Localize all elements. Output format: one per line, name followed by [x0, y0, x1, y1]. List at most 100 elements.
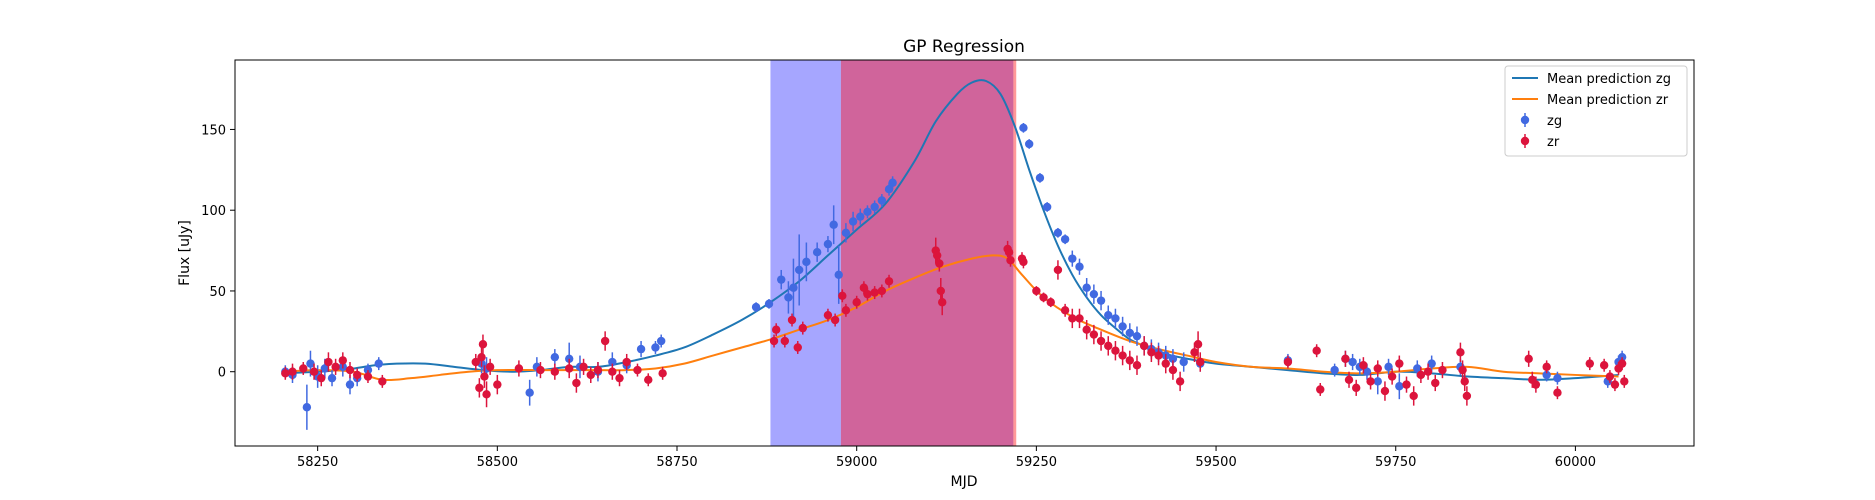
- marker-zr-105: [1460, 377, 1469, 386]
- point-zg-68: [1330, 363, 1339, 377]
- marker-zr-111: [1553, 388, 1562, 397]
- point-zg-49: [1060, 234, 1070, 245]
- marker-zg-36: [841, 228, 851, 238]
- point-zg-57: [1118, 316, 1127, 337]
- point-zg-77: [1427, 355, 1436, 372]
- point-zr-110: [1542, 360, 1551, 374]
- point-zr-88: [1341, 350, 1350, 367]
- point-zg-29: [789, 258, 798, 317]
- marker-zr-101: [1431, 378, 1440, 388]
- marker-zr-100: [1423, 367, 1433, 376]
- marker-zg-58: [1125, 328, 1135, 338]
- point-zr-34: [658, 366, 667, 380]
- marker-zg-6: [327, 373, 337, 383]
- legend-entry-0: Mean prediction zg: [1512, 72, 1671, 87]
- marker-zr-107: [1524, 354, 1533, 363]
- y-tick-label-3: 150: [201, 123, 226, 138]
- marker-zg-2: [302, 403, 312, 412]
- point-zr-113: [1599, 358, 1609, 372]
- point-zr-100: [1423, 363, 1433, 380]
- point-zg-40: [870, 200, 879, 214]
- x-tick-label-1: 58500: [477, 455, 518, 470]
- marker-zr-26: [586, 370, 595, 380]
- point-zr-78: [1154, 345, 1163, 366]
- marker-zr-27: [593, 365, 603, 375]
- marker-zr-92: [1366, 377, 1375, 386]
- point-zg-53: [1089, 284, 1099, 304]
- marker-zg-68: [1330, 365, 1339, 375]
- marker-zg-22: [636, 344, 646, 354]
- point-zr-101: [1431, 374, 1440, 392]
- point-zr-10: [363, 370, 373, 384]
- point-zr-32: [633, 363, 642, 377]
- marker-zr-14: [477, 352, 486, 362]
- point-zr-3: [309, 363, 319, 380]
- marker-zg-45: [1024, 139, 1034, 149]
- marker-zg-43: [888, 178, 897, 187]
- point-zr-2: [299, 362, 308, 375]
- marker-zr-64: [1053, 265, 1063, 275]
- point-zr-95: [1387, 368, 1397, 385]
- point-zr-31: [622, 353, 631, 371]
- y-axis: 0 50 100 150: [201, 123, 235, 381]
- point-zr-33: [644, 373, 653, 387]
- marker-zr-99: [1416, 370, 1426, 380]
- point-zr-19: [493, 374, 502, 395]
- point-zr-23: [565, 358, 574, 379]
- marker-zr-94: [1380, 386, 1390, 396]
- point-zr-4: [317, 370, 326, 387]
- point-zr-44: [841, 303, 851, 317]
- marker-zg-56: [1111, 314, 1120, 323]
- marker-zg-32: [812, 247, 822, 257]
- point-zr-115: [1610, 378, 1620, 392]
- point-zr-83: [1193, 331, 1203, 358]
- point-zg-38: [856, 208, 865, 225]
- point-zr-85: [1283, 355, 1293, 369]
- marker-zr-87: [1316, 385, 1325, 394]
- point-zg-70: [1348, 353, 1357, 371]
- point-zg-26: [764, 299, 774, 309]
- marker-zr-57: [1004, 247, 1014, 257]
- marker-zr-65: [1060, 306, 1070, 315]
- marker-zr-79: [1161, 359, 1170, 368]
- marker-zg-47: [1042, 202, 1052, 212]
- marker-zr-39: [793, 343, 802, 352]
- point-zr-48: [870, 286, 879, 300]
- marker-zr-77: [1147, 348, 1156, 357]
- point-zg-44: [1019, 122, 1028, 133]
- point-zr-105: [1460, 371, 1469, 392]
- marker-zr-93: [1373, 364, 1382, 373]
- marker-zr-50: [884, 277, 894, 286]
- legend-entry-3: zr: [1520, 134, 1560, 150]
- point-zg-14: [525, 379, 534, 406]
- marker-zg-11: [374, 359, 383, 368]
- point-zr-98: [1409, 386, 1418, 406]
- marker-zr-32: [633, 365, 642, 375]
- marker-zg-54: [1096, 296, 1106, 305]
- point-zr-63: [1046, 297, 1055, 308]
- marker-zr-81: [1175, 377, 1185, 386]
- point-zr-118: [1620, 374, 1629, 388]
- point-zg-75: [1395, 373, 1404, 400]
- point-zr-20: [514, 360, 524, 377]
- point-zr-36: [771, 323, 781, 337]
- x-tick-label-6: 59750: [1375, 455, 1416, 470]
- marker-zr-98: [1409, 391, 1418, 401]
- point-zr-17: [482, 381, 491, 408]
- point-zr-11: [378, 374, 387, 388]
- legend-label-3: zr: [1547, 135, 1560, 150]
- point-zr-107: [1524, 350, 1533, 367]
- marker-zr-110: [1542, 362, 1551, 372]
- marker-zr-53: [935, 259, 944, 268]
- marker-zr-5: [324, 357, 333, 367]
- marker-zg-48: [1053, 228, 1063, 238]
- point-zr-84: [1196, 352, 1205, 372]
- marker-zr-23: [565, 364, 574, 373]
- point-zr-87: [1316, 383, 1325, 396]
- marker-zr-68: [1082, 325, 1091, 334]
- point-zg-37: [848, 211, 858, 232]
- marker-zg-40: [870, 202, 879, 212]
- marker-zg-77: [1427, 359, 1436, 368]
- marker-zr-106: [1462, 391, 1472, 401]
- marker-zr-67: [1075, 314, 1084, 323]
